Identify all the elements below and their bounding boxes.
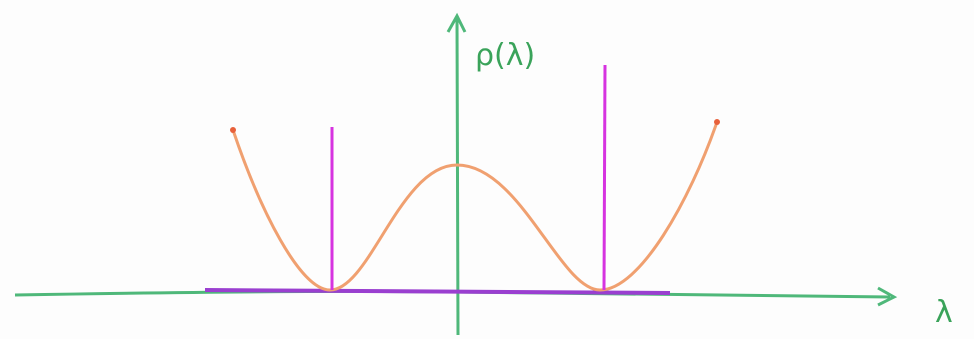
y-axis: [457, 18, 458, 335]
curve-end-dot: [714, 119, 720, 125]
diagram: ρ(λ) λ: [0, 0, 974, 339]
spike: [604, 65, 605, 290]
y-axis-label: ρ(λ): [475, 38, 535, 73]
page: ρ(λ) λ (() => { const data = JSON.parse(…: [0, 0, 974, 339]
curve-end-dot: [230, 127, 236, 133]
x-axis-label: λ: [935, 295, 953, 330]
